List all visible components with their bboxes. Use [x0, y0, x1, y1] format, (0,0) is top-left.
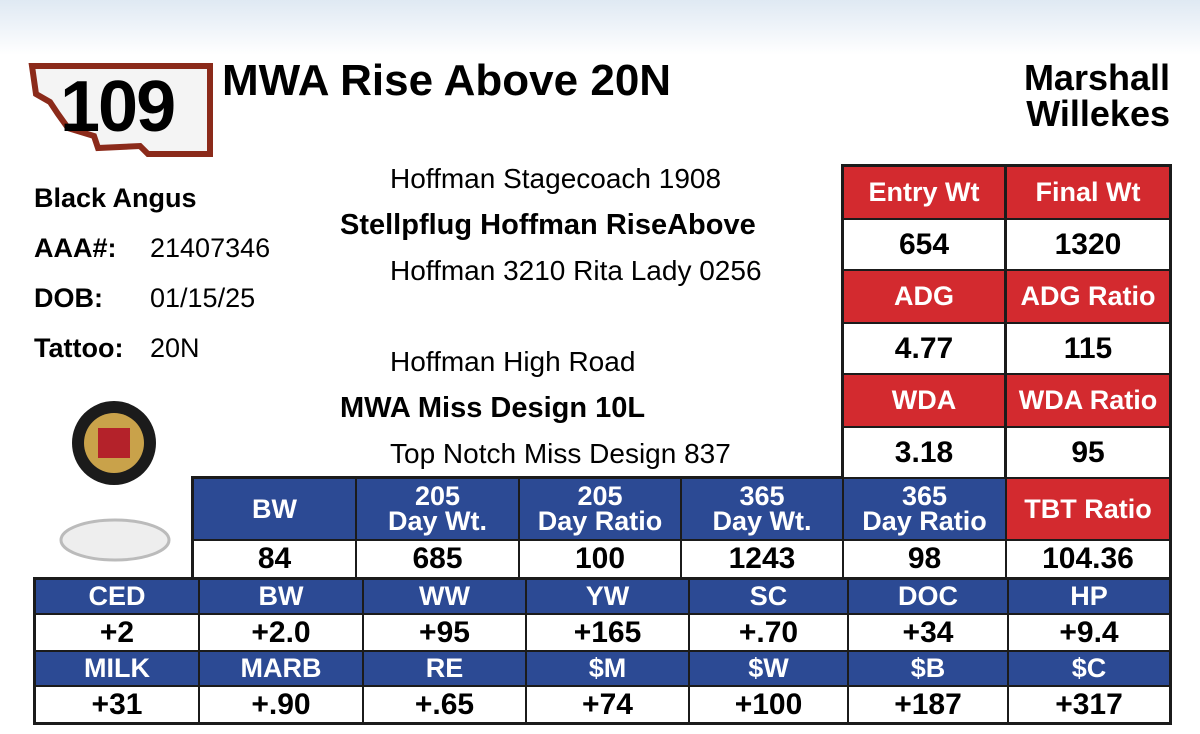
epd-value: +.90	[200, 687, 362, 722]
epd-value: +2	[36, 615, 198, 650]
weight-value: 685	[357, 541, 518, 577]
epd-value: +31	[36, 687, 198, 722]
weight-header: 205 Day Ratio	[520, 479, 680, 539]
weight-value: 1243	[682, 541, 842, 577]
epd-header: SC	[690, 580, 847, 613]
sire: Stellpflug Hoffman RiseAbove	[340, 209, 756, 241]
weight-header: 365 Day Wt.	[682, 479, 842, 539]
consignor: Marshall Willekes	[1023, 57, 1170, 134]
epd-header: WW	[364, 580, 525, 613]
hd50k-logo	[59, 518, 171, 562]
dam: MWA Miss Design 10L	[340, 392, 646, 424]
weight-value: 104.36	[1007, 541, 1169, 577]
perf-header: Final Wt	[1007, 167, 1169, 218]
epd-value: +165	[527, 615, 688, 650]
epd-value: +34	[849, 615, 1007, 650]
epd-header: MILK	[36, 652, 198, 685]
epd-value: +74	[527, 687, 688, 722]
weight-header: 365 Day Ratio	[844, 479, 1005, 539]
epd-value: +2.0	[200, 615, 362, 650]
weight-value: 100	[520, 541, 680, 577]
weight-value: 84	[194, 541, 355, 577]
epd-header: $W	[690, 652, 847, 685]
detail-value: 21407346	[150, 233, 271, 263]
perf-value: 115	[1007, 324, 1169, 373]
perf-value: 95	[1007, 428, 1169, 477]
perf-header: WDA	[844, 375, 1004, 426]
epd-header: MARB	[200, 652, 362, 685]
detail-label: Tattoo:	[34, 333, 124, 363]
epd-header: BW	[200, 580, 362, 613]
epd-header: HP	[1009, 580, 1169, 613]
epd-value: +100	[690, 687, 847, 722]
lot-badge	[28, 63, 213, 157]
epd-header: $B	[849, 652, 1007, 685]
weight-header: TBT Ratio	[1007, 479, 1169, 539]
epd-value: +95	[364, 615, 525, 650]
epd-value: +.65	[364, 687, 525, 722]
perf-header: Entry Wt	[844, 167, 1004, 218]
sire-sire: Hoffman Stagecoach 1908	[390, 163, 722, 194]
weight-value: 98	[844, 541, 1005, 577]
perf-value: 4.77	[844, 324, 1004, 373]
dam-dam: Top Notch Miss Design 837	[390, 438, 731, 469]
epd-header: DOC	[849, 580, 1007, 613]
lot-number: 109	[60, 67, 176, 147]
logo	[72, 401, 156, 485]
dam-sire: Hoffman High Road	[390, 346, 636, 377]
perf-value: 1320	[1007, 220, 1169, 269]
epd-header: YW	[527, 580, 688, 613]
epd-value: +.70	[690, 615, 847, 650]
epd-header: $C	[1009, 652, 1169, 685]
detail-value: 20N	[150, 333, 200, 363]
perf-value: 3.18	[844, 428, 1004, 477]
epd-value: +9.4	[1009, 615, 1169, 650]
perf-header: WDA Ratio	[1007, 375, 1169, 426]
weight-header: 205 Day Wt.	[357, 479, 518, 539]
epd-value: +187	[849, 687, 1007, 722]
weight-header: BW	[194, 479, 355, 539]
detail-label: DOB:	[34, 283, 103, 313]
detail-label: AAA#:	[34, 233, 117, 263]
animal-name: MWA Rise Above 20N	[222, 56, 672, 105]
epd-header: $M	[527, 652, 688, 685]
perf-header: ADG	[844, 271, 1004, 322]
detail-value: 01/15/25	[150, 283, 256, 313]
perf-value: 654	[844, 220, 1004, 269]
sire-dam: Hoffman 3210 Rita Lady 0256	[390, 255, 762, 286]
epd-header: RE	[364, 652, 525, 685]
perf-header: ADG Ratio	[1007, 271, 1169, 322]
epd-header: CED	[36, 580, 198, 613]
breed: Black Angus	[34, 183, 197, 213]
epd-value: +317	[1009, 687, 1169, 722]
